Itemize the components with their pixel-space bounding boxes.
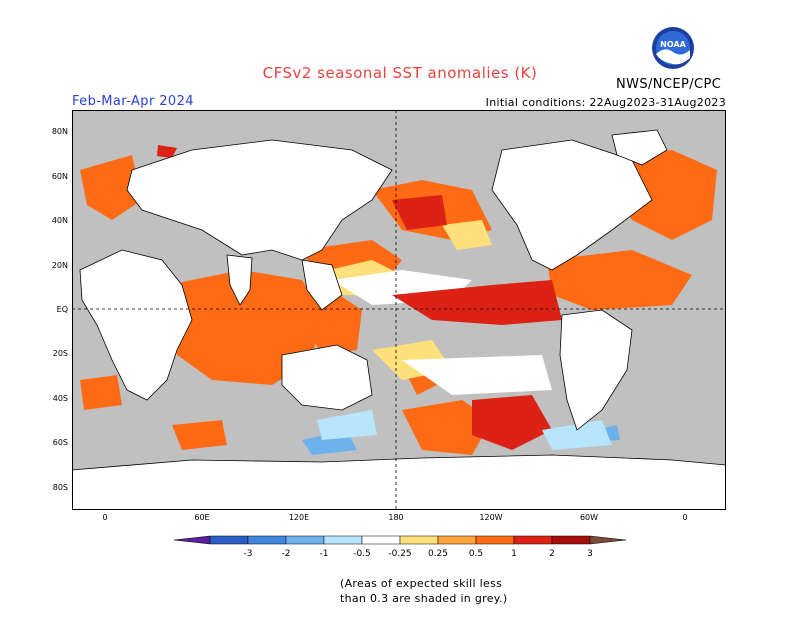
colorbar-tick-label: -3 [244,549,253,559]
colorbar-bin-8 [475,535,515,545]
colorbar-tick-label: 0.25 [428,549,448,559]
colorbar-tick-label: -0.25 [388,549,411,559]
colorbar-bin-9 [513,535,553,545]
noaa-logo-text: NOAA [660,40,686,49]
noaa-logo: NOAA [651,26,695,70]
colorbar-tick-label: 2 [549,549,555,559]
sst-anomaly-map [72,110,726,510]
north-america [491,139,653,271]
africa [79,249,193,401]
colorbar-tick-label: -1 [320,549,329,559]
colorbar-bin-6 [399,535,439,545]
ytick-60s: 60S [52,438,68,447]
xtick-0-right: 0 [682,513,688,522]
xtick-60e: 60E [194,513,210,522]
weak-cool-regions [317,410,612,450]
map-border [72,110,726,510]
colorbar-tick-label: 0.5 [469,549,483,559]
ytick-eq: EQ [56,305,68,314]
xtick-120w: 120W [479,513,503,522]
colorbar-bin-4 [323,535,363,545]
south-america [559,309,633,431]
greenland [611,129,668,166]
xtick-120e: 120E [288,513,310,522]
continents [72,129,726,510]
ytick-60n: 60N [51,172,68,181]
colorbar-legend: -3 -2 -1 -0.5 -0.25 0.25 0.5 1 2 3 [170,534,630,560]
ytick-80n: 80N [51,127,68,136]
colorbar-bin-2 [247,535,287,545]
ytick-40s: 40S [52,394,68,403]
india [226,254,253,306]
colorbar-bin-3 [285,535,325,545]
colorbar-tick-label: 3 [587,549,593,559]
colorbar-tick-label: -0.5 [353,549,371,559]
chart-title: CFSv2 seasonal SST anomalies (K) [262,64,538,82]
agency-label: NWS/NCEP/CPC [616,77,722,92]
colorbar-bin-7 [437,535,477,545]
skill-footnote: (Areas of expected skill less than 0.3 a… [340,576,560,606]
ytick-80s: 80S [52,483,68,492]
ytick-40n: 40N [51,216,68,225]
southeast-asia [301,259,343,311]
antarctica [72,454,726,510]
footnote-line-2: than 0.3 are shaded in grey.) [340,592,508,605]
strong-warm-regions [157,145,562,450]
xtick-60w: 60W [579,513,599,522]
colorbar-bin-5 [361,535,401,545]
colorbar-bin-11 [589,535,627,545]
colorbar-bin-1 [209,535,249,545]
forecast-period: Feb-Mar-Apr 2024 [72,94,194,109]
footnote-line-1: (Areas of expected skill less [340,577,503,590]
colorbar-bin-0 [173,535,211,545]
colorbar-tick-label: -2 [282,549,291,559]
xtick-180: 180 [388,513,404,522]
ytick-20s: 20S [52,349,68,358]
initial-conditions: Initial conditions: 22Aug2023-31Aug2023 [485,96,726,109]
colorbar-tick-label: 1 [511,549,517,559]
colorbar-bin-10 [551,535,591,545]
australia [281,344,373,411]
europe-asia [126,139,393,261]
xtick-0-left: 0 [102,513,108,522]
ytick-20n: 20N [51,261,68,270]
